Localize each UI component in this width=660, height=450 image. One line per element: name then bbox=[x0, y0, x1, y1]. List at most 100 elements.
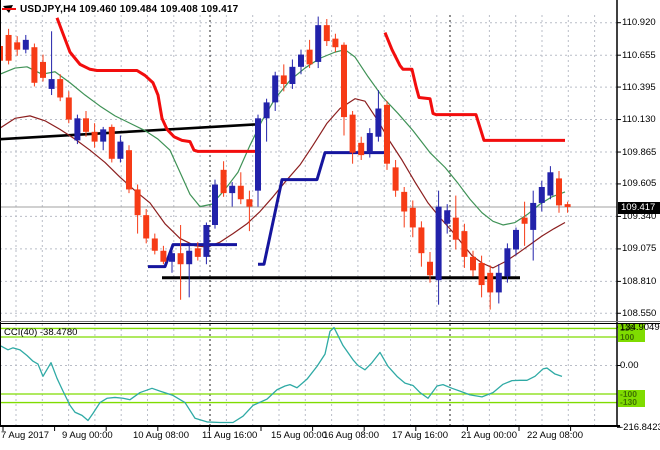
ma-fast-line bbox=[0, 49, 566, 226]
candle-body bbox=[306, 49, 313, 65]
price-axis-label: 109.075 bbox=[622, 243, 657, 255]
price-axis-label: 109.340 bbox=[622, 210, 657, 222]
candle-body bbox=[108, 126, 115, 159]
price-axis-label: 110.655 bbox=[622, 49, 656, 61]
candle-body bbox=[427, 261, 433, 276]
cci-axis-label: 134.9049 bbox=[620, 321, 660, 333]
cci-level-badge: -100 bbox=[618, 389, 645, 399]
candle-body bbox=[530, 202, 537, 230]
price-axis-label: 108.810 bbox=[622, 275, 657, 287]
stop-line-red bbox=[383, 31, 565, 142]
chart-title: USDJPY,H4 109.460 109.484 109.408 109.41… bbox=[20, 3, 239, 15]
cci-level-badge: 100 bbox=[618, 332, 645, 342]
candle-body bbox=[392, 167, 399, 191]
candle-body bbox=[280, 75, 287, 84]
candle-body bbox=[315, 25, 322, 62]
candle-body bbox=[117, 141, 124, 159]
candle-body bbox=[143, 215, 150, 239]
candle-body bbox=[298, 54, 304, 67]
candle-body bbox=[212, 184, 218, 225]
candle-body bbox=[237, 185, 244, 200]
current-price-badge: 109.417 bbox=[618, 202, 660, 214]
candle-body bbox=[91, 131, 98, 142]
candle-body bbox=[452, 217, 459, 240]
candle-body bbox=[126, 150, 132, 190]
time-axis-label: 22 Aug 08:00 bbox=[527, 430, 583, 441]
candle-body bbox=[14, 42, 21, 50]
candle-body bbox=[341, 44, 347, 118]
candle-body bbox=[332, 38, 339, 48]
candle-body bbox=[323, 25, 330, 42]
cci-level-badge: 130 bbox=[618, 323, 645, 333]
time-axis-label: 11 Aug 16:00 bbox=[202, 430, 258, 441]
candle-body bbox=[83, 118, 89, 132]
time-axis-label: 17 Aug 16:00 bbox=[392, 430, 448, 441]
cci-axis-label: -216.8423 bbox=[620, 421, 660, 433]
candle-body bbox=[74, 118, 81, 141]
time-axis-label: 7 Aug 2017 bbox=[1, 430, 50, 441]
candle-body bbox=[375, 108, 382, 137]
candle-body bbox=[0, 45, 3, 61]
candle-body bbox=[564, 204, 571, 207]
candle-body bbox=[220, 169, 227, 194]
candle-body bbox=[547, 172, 554, 196]
candle-body bbox=[418, 227, 425, 254]
candle-body bbox=[40, 61, 46, 78]
price-axis-label: 110.920 bbox=[622, 17, 656, 29]
candle-body bbox=[31, 47, 38, 83]
candle-body bbox=[272, 75, 279, 103]
candle-body bbox=[203, 224, 210, 257]
candle-body bbox=[255, 118, 261, 191]
candle-body bbox=[186, 250, 193, 265]
candle-body bbox=[22, 39, 29, 50]
candle-body bbox=[65, 97, 72, 120]
cci-axis-label: 0.00 bbox=[620, 360, 639, 371]
candle-body bbox=[134, 189, 141, 216]
candle-body bbox=[478, 262, 485, 286]
candle-body bbox=[444, 210, 451, 224]
candle-body bbox=[461, 231, 468, 257]
candle-body bbox=[100, 129, 107, 142]
candle-body bbox=[513, 229, 519, 250]
candle-body bbox=[246, 199, 253, 207]
candle-body bbox=[401, 191, 408, 212]
time-axis-label: 21 Aug 00:00 bbox=[461, 430, 517, 441]
candle-body bbox=[384, 104, 390, 164]
candle-body bbox=[349, 114, 356, 153]
candle-body bbox=[194, 248, 201, 257]
candle-body bbox=[366, 133, 373, 153]
candle-body bbox=[160, 250, 167, 262]
price-axis-label: 109.865 bbox=[622, 146, 657, 158]
candle-body bbox=[470, 256, 476, 271]
price-axis-label: 108.550 bbox=[622, 307, 657, 319]
time-axis-label: 9 Aug 00:00 bbox=[62, 430, 113, 441]
candle-body bbox=[177, 253, 184, 265]
candle-body bbox=[263, 102, 270, 119]
cci-indicator-label: CCI(40) -38.4780 bbox=[4, 327, 78, 338]
cci-line bbox=[0, 326, 563, 424]
symbol-marker-icon bbox=[2, 4, 16, 13]
candle-body bbox=[556, 178, 562, 206]
candle-body bbox=[48, 79, 55, 89]
candle-body bbox=[358, 142, 365, 156]
time-axis-label: 10 Aug 08:00 bbox=[133, 430, 189, 441]
candle-body bbox=[289, 66, 296, 84]
ma-slow-line bbox=[0, 98, 566, 269]
time-axis-label: 16 Aug 08:00 bbox=[323, 430, 379, 441]
price-axis-label: 109.605 bbox=[622, 178, 657, 190]
candle-body bbox=[57, 79, 64, 98]
candle-body bbox=[435, 206, 442, 281]
trendline bbox=[0, 123, 256, 141]
candle-body bbox=[409, 207, 416, 228]
candle-body bbox=[151, 238, 158, 251]
candle-body bbox=[521, 217, 528, 224]
chart-title-bar: USDJPY,H4 109.460 109.484 109.408 109.41… bbox=[2, 2, 238, 16]
candles-group bbox=[0, 16, 571, 310]
price-axis-label: 110.130 bbox=[622, 114, 656, 126]
candle-body bbox=[487, 272, 494, 293]
candle-body bbox=[229, 185, 236, 194]
candle-body bbox=[538, 186, 545, 203]
time-axis-label: 15 Aug 00:00 bbox=[271, 430, 327, 441]
